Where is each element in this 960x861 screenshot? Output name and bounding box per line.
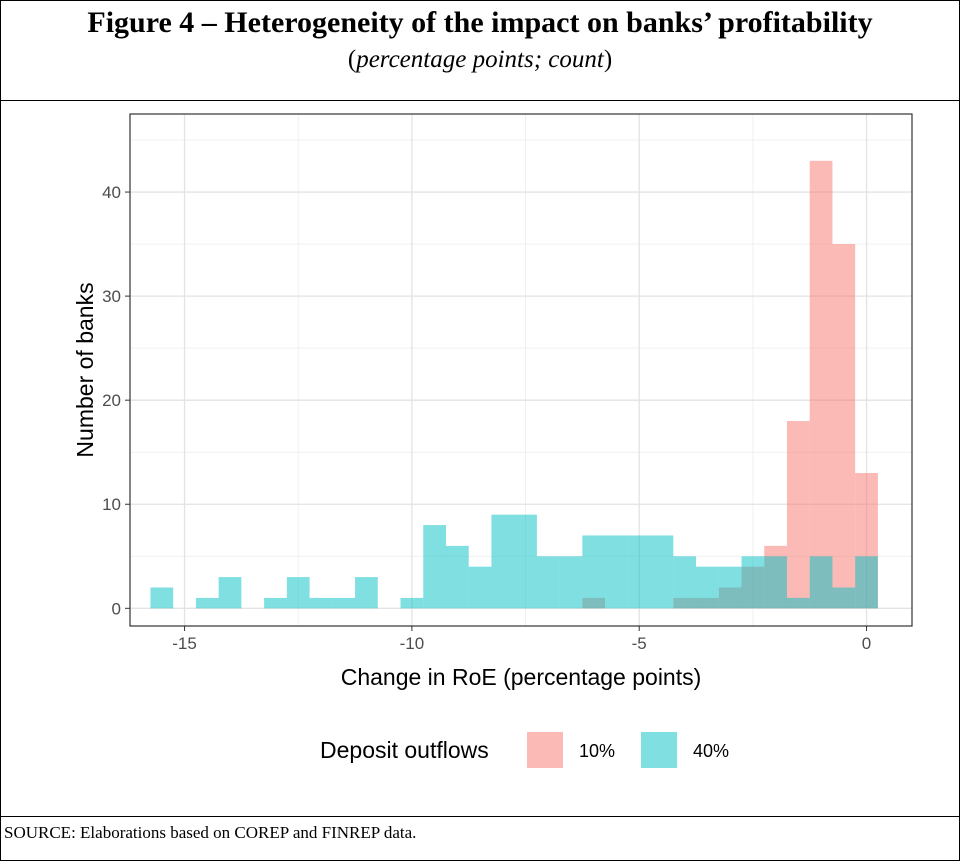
y-tick-label: 40 (102, 183, 121, 202)
y-tick-label: 20 (102, 391, 121, 410)
histogram-bar-10pct (809, 160, 833, 609)
major-gridlines (130, 114, 912, 626)
plot-border (129, 113, 913, 627)
legend-key-10pct (527, 732, 563, 768)
histogram-bar-40pct (673, 556, 697, 609)
x-tick-label: 0 (862, 634, 871, 653)
histogram-bar-40pct (718, 566, 742, 609)
figure-title: Figure 4 – Heterogeneity of the impact o… (87, 6, 873, 39)
histogram-bar-40pct (264, 597, 287, 609)
legend-title: Deposit outflows (320, 737, 489, 763)
histogram-bar-40pct (195, 597, 219, 609)
histogram-chart: -15 -10 -5 0 0 10 20 30 40 Change in RoE (perce… (72, 113, 913, 768)
x-tick-label: -10 (400, 634, 425, 653)
histogram-bar-40pct (605, 535, 628, 609)
histogram-bar-40pct (218, 577, 242, 609)
histogram-bar-40pct (150, 587, 174, 609)
legend-label-40pct: 40% (693, 741, 729, 761)
subtitle-units: percentage points; count (356, 46, 604, 73)
y-tick-label: 30 (102, 287, 121, 306)
histogram-bar-10pct (832, 244, 856, 609)
legend: Deposit outflows 10% 40% (320, 732, 729, 768)
x-tick-label: -5 (632, 634, 647, 653)
y-axis-ticks: 0 10 20 30 40 (102, 183, 130, 618)
histogram-bar-40pct (582, 535, 606, 609)
histogram-bar-40pct (309, 597, 333, 609)
series-40pct-bars (150, 514, 878, 609)
subtitle-open-paren: ( (347, 46, 357, 73)
legend-label-10pct: 10% (579, 741, 615, 761)
histogram-bar-40pct (809, 556, 833, 609)
y-tick-label: 0 (112, 599, 121, 618)
source-divider (0, 816, 960, 817)
histogram-bar-40pct (400, 597, 424, 609)
y-tick-label: 10 (102, 495, 121, 514)
histogram-bar-40pct (696, 566, 719, 609)
x-tick-label: -15 (172, 634, 197, 653)
histogram-bar-40pct (491, 514, 515, 609)
x-axis-label: Change in RoE (percentage points) (341, 664, 702, 690)
histogram-bar-40pct (332, 597, 356, 609)
histogram-bar-40pct (559, 556, 583, 609)
source-note: SOURCE: Elaborations based on COREP and … (4, 823, 417, 842)
histogram-bar-40pct (423, 525, 446, 609)
figure-subtitle: (percentage points; count) (0, 46, 960, 74)
histogram-bar-40pct (445, 545, 469, 609)
histogram-bar-40pct (468, 566, 492, 609)
x-axis-ticks: -15 -10 -5 0 (172, 626, 871, 653)
histogram-bar-40pct (832, 587, 856, 609)
histogram-bar-40pct (786, 597, 810, 609)
histogram-bar-40pct (650, 535, 674, 609)
legend-key-40pct (641, 732, 677, 768)
subtitle-close-paren: ) (603, 46, 613, 73)
histogram-bar-10pct (786, 420, 810, 609)
y-axis-label: Number of banks (72, 282, 98, 457)
histogram-bar-40pct (855, 556, 878, 609)
histogram-bar-40pct (286, 577, 310, 609)
histogram-bar-40pct (355, 577, 378, 609)
histogram-bar-40pct (514, 514, 537, 609)
histogram-bar-40pct (764, 556, 787, 609)
histogram-bar-40pct (627, 535, 651, 609)
title-divider (0, 100, 960, 101)
histogram-bar-40pct (741, 556, 765, 609)
histogram-bar-40pct (536, 556, 560, 609)
